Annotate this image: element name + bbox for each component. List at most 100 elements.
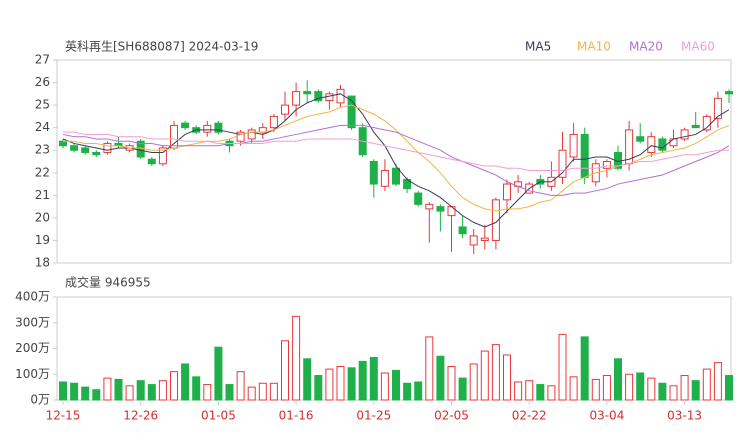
volume-bar [569,376,578,401]
legend-item: MA20 [629,40,663,54]
y-tick-label: 0万 [30,393,50,407]
ma-line [62,93,730,228]
candle-body [558,149,567,178]
volume-bar [358,360,367,401]
candle-body [303,91,312,95]
candle-body [602,161,611,169]
volume-bar [103,377,112,401]
volume-bar [314,375,323,401]
y-tick-label: 300万 [15,315,50,329]
volume-bar [514,381,523,401]
volume-bar [214,346,223,401]
candle-body [281,104,289,115]
volume-bar [380,372,389,401]
y-tick-label: 19 [35,233,50,247]
volume-bar [236,371,245,401]
candle-body [436,206,445,212]
volume-bar [181,363,190,401]
candle-body [247,129,256,140]
candle-body [569,133,578,158]
x-tick-label: 01-05 [201,409,236,423]
volume-bar [325,368,334,401]
candle-body [392,167,400,185]
volume-bar [625,373,634,401]
chart-title: 英科再生[SH688087] 2024-03-19 [65,40,258,54]
x-tick-label: 01-25 [356,409,391,423]
y-tick-label: 18 [35,256,50,270]
volume-bar [92,389,101,401]
volume-bar [547,385,556,401]
x-tick-label: 12-15 [46,409,81,423]
volume-bar [192,376,201,401]
candle-body [691,124,700,129]
volume-bar [425,336,434,401]
candle-body [369,161,378,185]
volume-bar [503,354,511,401]
volume-bar [591,378,600,401]
volume-bar [81,386,90,401]
candle-body [702,115,711,131]
y-tick-label: 25 [35,98,50,112]
volume-bar [247,386,256,401]
candle-body [292,91,301,106]
volume-bar [691,380,700,401]
x-tick-label: 03-13 [667,409,702,423]
candle-body [580,133,589,178]
candle-body [713,97,722,120]
volume-bar [70,382,79,401]
volume-bar [491,344,500,401]
volume-bar [114,378,123,401]
candle-body [236,131,245,142]
volume-bar [392,369,400,401]
y-tick-label: 27 [35,53,50,67]
volume-bar [59,381,67,401]
volume-bar [403,382,412,401]
x-tick-label: 03-04 [589,409,624,423]
y-tick-label: 24 [35,120,50,134]
volume-bar [558,333,567,401]
candle-body [314,91,323,102]
volume-bar [136,380,145,401]
volume-bar [614,358,622,401]
volume-bar [469,363,478,401]
candle-body [70,145,79,151]
candle-body [203,124,212,133]
candle-body [680,129,689,140]
candle-body [347,95,356,129]
y-tick-label: 400万 [15,290,50,304]
volume-bar [225,384,234,401]
candle-body [636,136,645,142]
candle-body [414,192,423,205]
candle-body [181,122,190,129]
volume-bar [580,336,589,401]
volume-bar [536,384,545,401]
volume-bar [336,366,345,401]
y-tick-label: 23 [35,143,50,157]
y-tick-label: 20 [35,210,50,224]
volume-bar [158,380,167,401]
volume-bar [414,381,423,401]
candle-body [669,138,678,147]
candle-body [480,237,489,241]
y-tick-label: 26 [35,75,50,89]
x-tick-label: 12-26 [123,409,158,423]
x-tick-label: 01-16 [279,409,314,423]
candle-body [380,170,389,187]
candle-body [336,88,345,104]
y-tick-label: 100万 [15,367,50,381]
candle-body [147,158,156,165]
candle-body [92,151,101,156]
candle-body [658,138,667,151]
volume-bar [480,350,489,401]
volume-bar [281,340,289,401]
x-tick-label: 02-05 [434,409,469,423]
legend-item: MA60 [681,40,715,54]
volume-bar [458,377,467,401]
volume-bar [203,384,212,401]
volume-bar [125,385,134,401]
volume-bar [658,382,667,401]
candle-body [503,183,511,201]
price-frame [56,59,732,264]
candle-body [103,142,112,153]
